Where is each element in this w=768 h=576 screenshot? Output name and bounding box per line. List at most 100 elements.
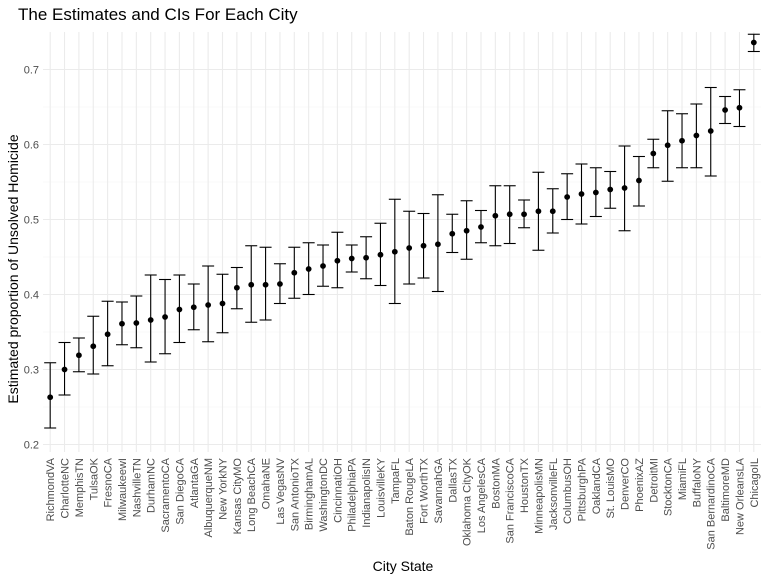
estimate-point — [320, 263, 326, 269]
estimate-point — [162, 314, 168, 320]
estimate-point — [277, 281, 283, 287]
x-tick-label: WashingtonDC — [318, 458, 330, 532]
estimate-point — [262, 281, 269, 288]
estimate-point — [61, 366, 68, 373]
x-tick-label: CharlotteNC — [60, 458, 72, 519]
estimate-point — [76, 352, 82, 359]
x-tick-label: OmahaNE — [261, 458, 273, 509]
estimate-point — [607, 186, 614, 193]
estimate-point — [334, 257, 341, 264]
estimate-point — [478, 224, 484, 230]
estimate-point — [621, 185, 628, 191]
x-tick-label: DallasTX — [447, 457, 459, 502]
estimate-point — [363, 254, 369, 261]
x-tick-label: Oklahoma CityOK — [462, 457, 474, 546]
estimate-point — [449, 230, 456, 237]
x-tick-label: New YorkNY — [218, 457, 230, 519]
x-tick-label: St. LouisMO — [605, 458, 617, 519]
estimate-point — [463, 227, 470, 234]
y-axis-ticks: 0.2 0.3 0.4 0.5 0.6 0.7 — [24, 65, 39, 452]
x-tick-label: BirminghamAL — [304, 458, 316, 530]
x-tick-label: ChicagoIL — [749, 458, 761, 508]
estimate-point — [664, 142, 671, 149]
x-tick-label: LouisvilleKY — [375, 457, 387, 518]
x-tick-label: DurhamNC — [146, 458, 158, 513]
x-tick-label: ColumbusOH — [562, 458, 574, 524]
x-tick-label: TulsaOK — [88, 457, 100, 500]
estimate-point — [578, 191, 585, 197]
x-tick-label: PittsburghPA — [577, 457, 589, 521]
estimate-point — [506, 211, 513, 218]
estimate-point — [736, 104, 743, 111]
y-tick-label: 0.6 — [24, 140, 39, 152]
estimate-point — [636, 177, 642, 184]
x-tick-label: Los AngelesCA — [476, 457, 488, 533]
x-tick-label: FresnoCA — [103, 457, 115, 507]
x-tick-label: StocktonCA — [663, 457, 675, 516]
estimate-point — [119, 320, 125, 327]
x-tick-label: San AntonioTX — [289, 457, 301, 531]
estimate-point — [420, 242, 427, 249]
estimate-point — [521, 211, 527, 218]
estimate-point — [147, 317, 154, 323]
estimate-point — [219, 300, 226, 307]
estimate-point — [377, 251, 384, 258]
estimate-point — [104, 331, 111, 338]
estimate-point — [549, 208, 556, 215]
x-tick-label: MinneapolisMN — [533, 458, 545, 534]
y-tick-label: 0.3 — [24, 365, 39, 377]
x-tick-label: SavannahGA — [433, 457, 445, 523]
y-tick-label: 0.2 — [24, 440, 39, 452]
estimate-point — [592, 189, 599, 196]
x-tick-label: JacksonvilleFL — [548, 458, 560, 530]
estimate-point — [233, 284, 240, 291]
estimate-point — [650, 150, 657, 157]
x-tick-label: TampaFL — [390, 458, 402, 504]
x-tick-label: DetroitMI — [648, 458, 660, 503]
x-tick-label: AtlantaGA — [189, 457, 201, 508]
x-tick-label: New OrleansLA — [734, 457, 746, 535]
y-axis-title: Estimated proportion of Unsolved Homicid… — [5, 134, 21, 403]
x-tick-label: Fort WorthTX — [419, 457, 431, 523]
estimate-point — [722, 107, 728, 113]
estimate-point — [133, 320, 140, 326]
x-axis-ticks: RichmondVA CharlotteNC MemphisTN TulsaOK Fre… — [45, 457, 761, 549]
x-tick-label: San FranciscoCA — [505, 457, 517, 543]
estimate-point — [435, 241, 441, 248]
x-tick-label: San DiegoCA — [174, 457, 186, 524]
estimate-point — [205, 302, 212, 308]
x-tick-label: AlbuquerqueNM — [203, 458, 215, 538]
x-tick-label: PhiladelphiaPA — [347, 457, 359, 531]
x-tick-label: BuffaloNY — [691, 457, 703, 507]
estimate-point — [679, 137, 685, 144]
estimate-point — [190, 304, 197, 311]
x-tick-label: Las VegasNV — [275, 457, 287, 524]
y-tick-label: 0.4 — [24, 290, 39, 302]
estimate-point — [406, 245, 413, 251]
y-tick-label: 0.7 — [24, 65, 39, 77]
estimate-point — [348, 255, 355, 262]
x-tick-label: BostonMA — [490, 457, 502, 508]
x-tick-label: CincinnatiOH — [332, 458, 344, 523]
x-tick-label: DenverCO — [620, 458, 632, 510]
estimate-point — [176, 306, 183, 313]
x-tick-label: MilwaukeewI — [117, 458, 129, 521]
x-tick-label: Baton RougeLA — [404, 457, 416, 535]
estimate-point — [693, 132, 700, 139]
x-tick-label: BaltimoreMD — [720, 458, 732, 522]
estimate-point — [564, 194, 571, 200]
estimate-point — [750, 39, 757, 46]
estimate-point — [492, 212, 499, 219]
x-tick-label: OaklandCA — [591, 457, 603, 514]
estimate-point — [291, 269, 298, 276]
y-tick-label: 0.5 — [24, 215, 39, 227]
estimate-point — [47, 394, 54, 401]
estimate-point — [305, 266, 312, 272]
estimate-point — [391, 248, 398, 255]
plot-marks — [44, 33, 760, 429]
x-tick-label: NashvilleTN — [131, 458, 143, 517]
x-tick-label: PhoenixAZ — [634, 458, 646, 512]
estimate-point — [707, 128, 714, 134]
estimate-point — [248, 281, 255, 288]
